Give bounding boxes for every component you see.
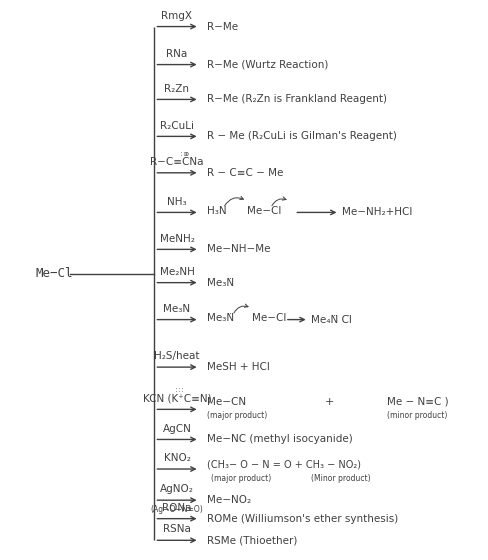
Text: (major product): (major product) [211,474,271,483]
Text: RONa: RONa [162,503,191,513]
Text: R−Me: R−Me [206,21,237,31]
Text: Me−CN: Me−CN [206,396,245,407]
Text: Me−NO₂: Me−NO₂ [206,495,250,505]
Text: (CH₃− O − N = O + CH₃ − NO₂): (CH₃− O − N = O + CH₃ − NO₂) [206,460,360,470]
Text: ROMe (Williumson's ether synthesis): ROMe (Williumson's ether synthesis) [206,514,397,524]
Text: MeSH + HCl: MeSH + HCl [206,362,269,372]
Text: RSMe (Thioether): RSMe (Thioether) [206,535,296,545]
Text: (minor product): (minor product) [386,412,447,421]
Text: RNa: RNa [166,49,187,59]
Text: RSNa: RSNa [163,525,190,534]
Text: R−C≡CNa: R−C≡CNa [150,157,203,167]
Text: KCN (K⁺C≡N): KCN (K⁺C≡N) [142,394,211,404]
Text: NH₃: NH₃ [167,197,186,207]
Text: KNO₂: KNO₂ [163,453,190,463]
Text: H₃N: H₃N [206,206,226,216]
Text: Me₄N̈ Cl̈: Me₄N̈ Cl̈ [310,315,351,325]
Text: R−Me (Wurtz Reaction): R−Me (Wurtz Reaction) [206,59,327,69]
Text: Me − N≡C ): Me − N≡C ) [386,396,447,407]
Text: AgCN: AgCN [162,424,191,433]
Text: R − C≡C − Me: R − C≡C − Me [206,168,283,178]
Text: Me−Cl: Me−Cl [251,313,285,323]
Text: R₂Zn: R₂Zn [164,83,189,94]
Text: Me₂NH: Me₂NH [159,267,194,277]
Text: ∷∷: ∷∷ [175,389,183,394]
Text: Me₃N: Me₃N [163,304,190,314]
Text: Me−NH₂+HCl: Me−NH₂+HCl [341,207,411,217]
Text: R₂CuLi: R₂CuLi [160,120,194,130]
Text: Me₃N̈: Me₃N̈ [206,278,233,288]
Text: H₂S/heat: H₂S/heat [154,351,199,361]
Text: Me−NC (methyl isocyanide): Me−NC (methyl isocyanide) [206,435,352,445]
Text: Me₃N̈: Me₃N̈ [206,313,233,323]
Text: R−Me (R₂Zn is Frankland Reagent): R−Me (R₂Zn is Frankland Reagent) [206,95,386,104]
Text: +: + [325,396,334,407]
Text: (Minor product): (Minor product) [310,474,370,483]
Text: MeNH₂: MeNH₂ [159,234,194,244]
Text: Me−Cl: Me−Cl [246,206,281,216]
Text: AgNO₂: AgNO₂ [160,484,194,494]
Text: R − Me (R₂CuLi is Gilman's Reagent): R − Me (R₂CuLi is Gilman's Reagent) [206,132,396,141]
Text: RmgX: RmgX [161,11,192,21]
Text: Me−Cl: Me−Cl [36,267,73,280]
Text: (Ag−O−N=O): (Ag−O−N=O) [150,506,203,515]
Text: ∷⊕: ∷⊕ [181,152,190,157]
Text: Me−NH−Me: Me−NH−Me [206,244,269,254]
Text: (major product): (major product) [206,412,266,421]
